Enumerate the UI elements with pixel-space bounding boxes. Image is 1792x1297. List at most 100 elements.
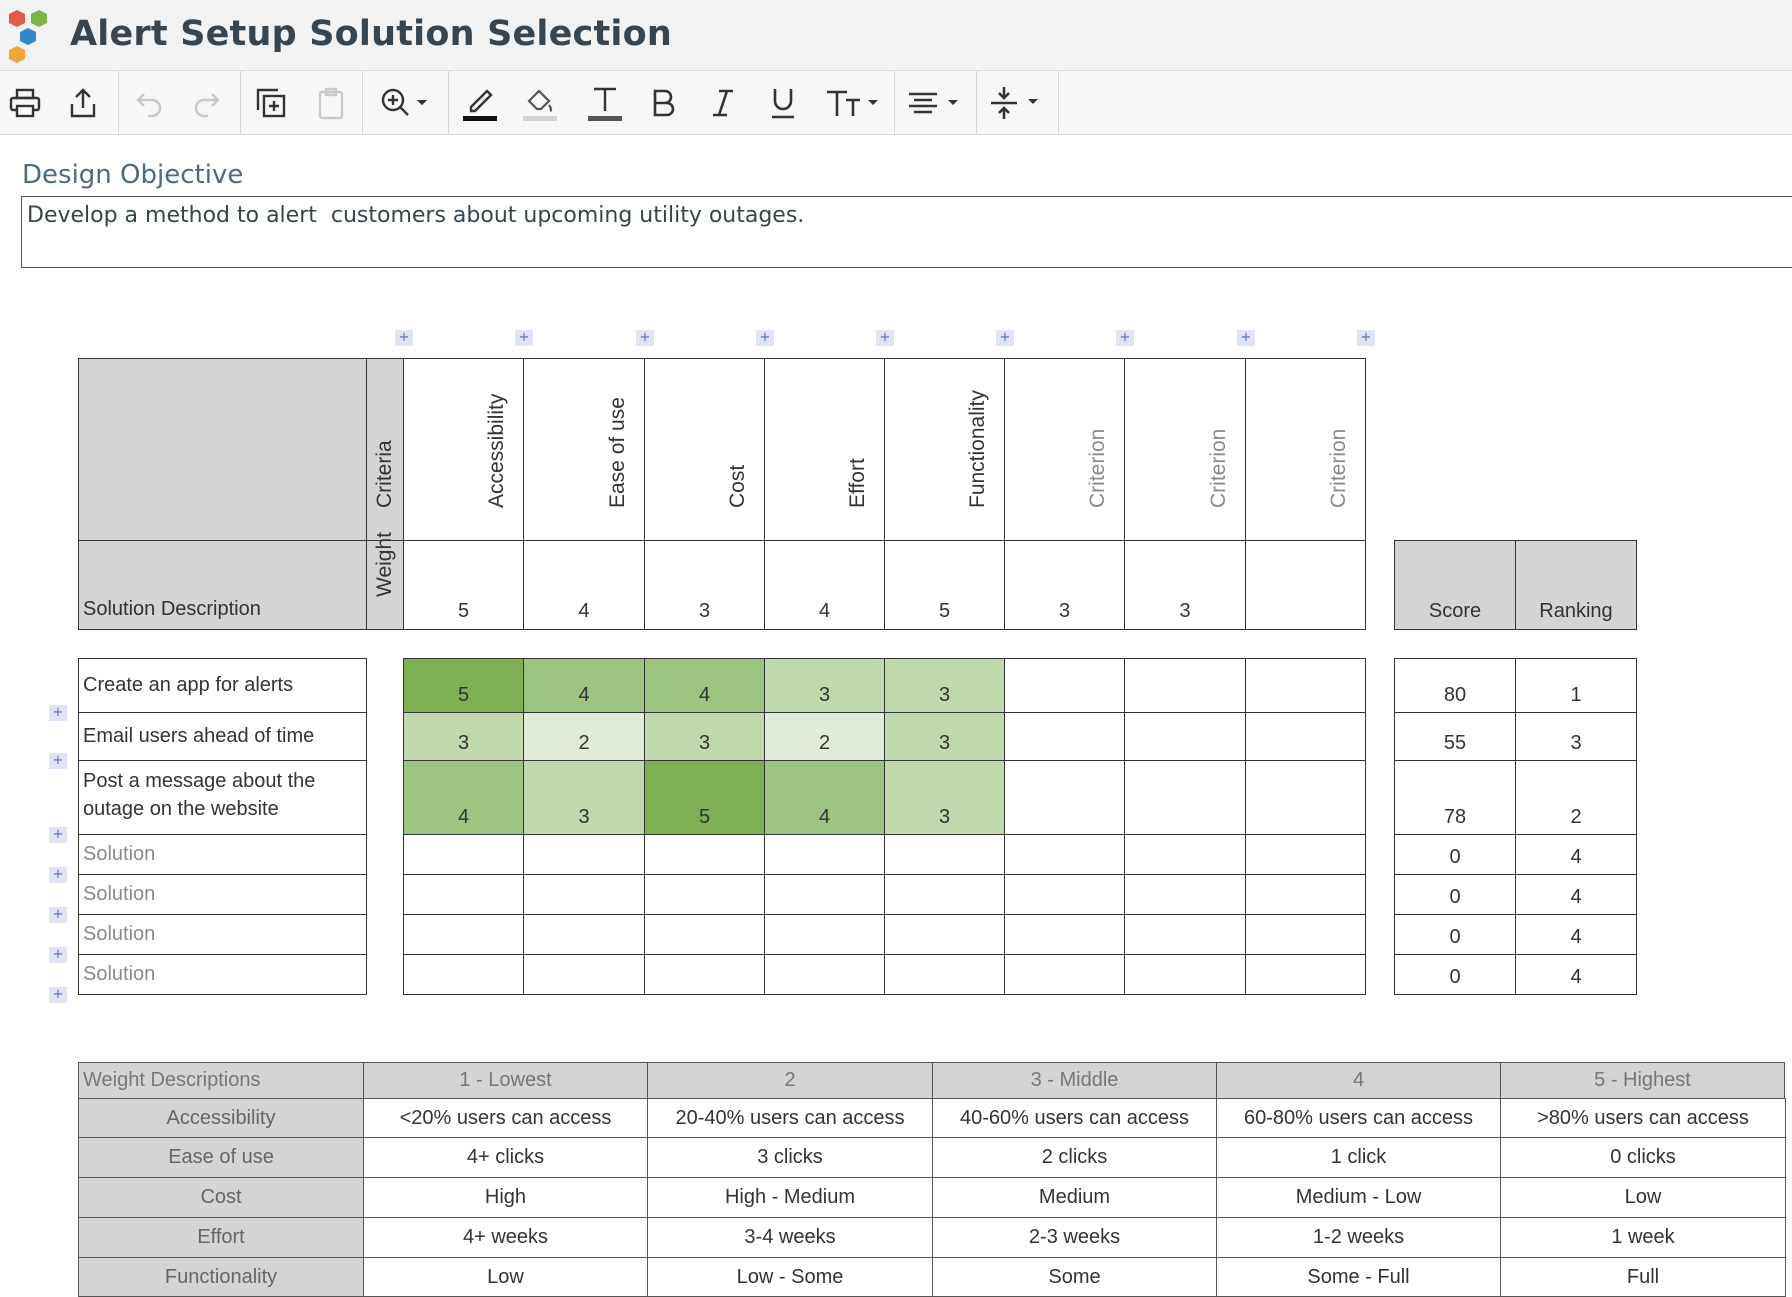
criterion-weight-cell[interactable]: 4 xyxy=(523,540,645,630)
rating-cell[interactable]: 4 xyxy=(403,760,524,835)
rating-cell[interactable]: 3 xyxy=(884,760,1005,835)
rating-cell[interactable] xyxy=(764,834,885,875)
rating-cell[interactable] xyxy=(1124,874,1246,915)
rating-cell[interactable] xyxy=(884,874,1005,915)
rating-cell[interactable]: 2 xyxy=(523,712,645,761)
rating-cell[interactable] xyxy=(644,874,765,915)
bold-button[interactable] xyxy=(640,71,686,134)
rating-cell[interactable]: 3 xyxy=(884,712,1005,761)
solution-name-cell[interactable]: Email users ahead of time xyxy=(78,712,367,761)
spacing-button[interactable] xyxy=(984,71,1050,134)
rating-cell[interactable] xyxy=(523,874,645,915)
rating-cell[interactable] xyxy=(644,954,765,995)
add-column-button[interactable]: + xyxy=(756,330,774,346)
rating-cell[interactable] xyxy=(403,834,524,875)
objective-text-box[interactable]: Develop a method to alert customers abou… xyxy=(21,196,1792,268)
rating-cell[interactable] xyxy=(1004,834,1125,875)
rating-cell[interactable]: 2 xyxy=(764,712,885,761)
rating-cell[interactable]: 3 xyxy=(764,658,885,713)
add-row-button[interactable]: + xyxy=(49,987,67,1003)
share-button[interactable] xyxy=(60,71,106,134)
rating-cell[interactable] xyxy=(403,874,524,915)
italic-button[interactable] xyxy=(700,71,746,134)
rating-cell[interactable]: 4 xyxy=(523,658,645,713)
rating-cell[interactable] xyxy=(1004,712,1125,761)
criterion-weight-cell[interactable]: 3 xyxy=(1124,540,1246,630)
criterion-weight-cell[interactable]: 4 xyxy=(764,540,885,630)
rating-cell[interactable] xyxy=(1245,954,1366,995)
rating-cell[interactable] xyxy=(1245,874,1366,915)
rating-cell[interactable] xyxy=(1124,760,1246,835)
rating-cell[interactable] xyxy=(1004,874,1125,915)
rating-cell[interactable]: 3 xyxy=(403,712,524,761)
criterion-header-cell[interactable]: Criterion xyxy=(1004,358,1125,541)
add-row-button[interactable]: + xyxy=(49,705,67,721)
rating-cell[interactable] xyxy=(1124,658,1246,713)
rating-cell[interactable] xyxy=(884,954,1005,995)
align-button[interactable] xyxy=(902,71,968,134)
rating-cell[interactable] xyxy=(523,954,645,995)
print-button[interactable] xyxy=(2,71,48,134)
criterion-header-cell[interactable]: Criterion xyxy=(1245,358,1366,541)
add-column-button[interactable]: + xyxy=(636,330,654,346)
duplicate-button[interactable] xyxy=(248,71,294,134)
criterion-header-cell[interactable]: Effort xyxy=(764,358,885,541)
redo-button[interactable] xyxy=(185,71,231,134)
criterion-header-cell[interactable]: Functionality xyxy=(884,358,1005,541)
rating-cell[interactable] xyxy=(1004,954,1125,995)
criterion-header-cell[interactable]: Ease of use xyxy=(523,358,645,541)
rating-cell[interactable] xyxy=(1124,954,1246,995)
rating-cell[interactable]: 4 xyxy=(644,658,765,713)
rating-cell[interactable] xyxy=(1004,658,1125,713)
rating-cell[interactable] xyxy=(1245,834,1366,875)
add-column-button[interactable]: + xyxy=(1237,330,1255,346)
rating-cell[interactable] xyxy=(1245,760,1366,835)
highlight-button[interactable] xyxy=(515,71,565,134)
rating-cell[interactable]: 5 xyxy=(644,760,765,835)
underline-button[interactable] xyxy=(760,71,806,134)
add-column-button[interactable]: + xyxy=(876,330,894,346)
criterion-header-cell[interactable]: Criterion xyxy=(1124,358,1246,541)
add-column-button[interactable]: + xyxy=(515,330,533,346)
rating-cell[interactable] xyxy=(764,914,885,955)
criterion-header-cell[interactable]: Cost xyxy=(644,358,765,541)
add-row-button[interactable]: + xyxy=(49,947,67,963)
rating-cell[interactable]: 3 xyxy=(644,712,765,761)
rating-cell[interactable] xyxy=(1245,712,1366,761)
add-column-button[interactable]: + xyxy=(1116,330,1134,346)
rating-cell[interactable] xyxy=(884,914,1005,955)
solution-name-cell[interactable]: Solution xyxy=(78,914,367,955)
rating-cell[interactable] xyxy=(1124,712,1246,761)
criterion-weight-cell[interactable]: 5 xyxy=(403,540,524,630)
criterion-weight-cell[interactable]: 5 xyxy=(884,540,1005,630)
rating-cell[interactable] xyxy=(644,914,765,955)
rating-cell[interactable] xyxy=(884,834,1005,875)
pen-color-button[interactable] xyxy=(455,71,505,134)
criterion-weight-cell[interactable] xyxy=(1245,540,1366,630)
rating-cell[interactable] xyxy=(523,834,645,875)
add-row-button[interactable]: + xyxy=(49,827,67,843)
add-column-button[interactable]: + xyxy=(395,330,413,346)
rating-cell[interactable] xyxy=(1004,760,1125,835)
add-row-button[interactable]: + xyxy=(49,867,67,883)
font-size-button[interactable] xyxy=(820,71,886,134)
rating-cell[interactable] xyxy=(403,914,524,955)
rating-cell[interactable]: 4 xyxy=(764,760,885,835)
add-column-button[interactable]: + xyxy=(1357,330,1375,346)
criterion-header-cell[interactable]: Accessibility xyxy=(403,358,524,541)
rating-cell[interactable] xyxy=(1245,914,1366,955)
add-column-button[interactable]: + xyxy=(996,330,1014,346)
rating-cell[interactable] xyxy=(523,914,645,955)
rating-cell[interactable] xyxy=(644,834,765,875)
rating-cell[interactable] xyxy=(1124,914,1246,955)
solution-name-cell[interactable]: Create an app for alerts xyxy=(78,658,367,713)
solution-name-cell[interactable]: Solution xyxy=(78,874,367,915)
undo-button[interactable] xyxy=(125,71,171,134)
rating-cell[interactable] xyxy=(1004,914,1125,955)
zoom-button[interactable] xyxy=(372,71,438,134)
add-row-button[interactable]: + xyxy=(49,907,67,923)
text-color-button[interactable] xyxy=(580,71,630,134)
rating-cell[interactable] xyxy=(1124,834,1246,875)
rating-cell[interactable] xyxy=(403,954,524,995)
rating-cell[interactable]: 5 xyxy=(403,658,524,713)
